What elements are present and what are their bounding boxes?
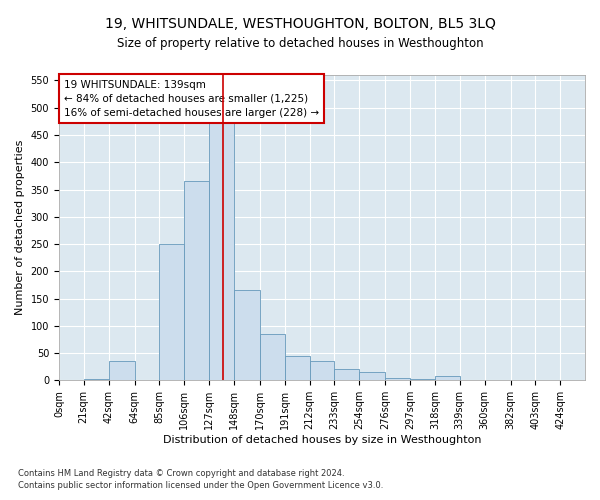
Bar [109, 362, 134, 380]
Bar [310, 362, 334, 380]
Bar [385, 378, 410, 380]
Text: 19, WHITSUNDALE, WESTHOUGHTON, BOLTON, BL5 3LQ: 19, WHITSUNDALE, WESTHOUGHTON, BOLTON, B… [104, 18, 496, 32]
Text: Contains public sector information licensed under the Open Government Licence v3: Contains public sector information licen… [18, 481, 383, 490]
Text: 19 WHITSUNDALE: 139sqm
← 84% of detached houses are smaller (1,225)
16% of semi-: 19 WHITSUNDALE: 139sqm ← 84% of detached… [64, 80, 319, 118]
X-axis label: Distribution of detached houses by size in Westhoughton: Distribution of detached houses by size … [163, 435, 481, 445]
Bar [160, 244, 184, 380]
Bar [260, 334, 285, 380]
Bar [334, 370, 359, 380]
Bar [184, 182, 209, 380]
Bar [234, 290, 260, 380]
Bar [435, 376, 460, 380]
Bar [209, 108, 234, 380]
Text: Size of property relative to detached houses in Westhoughton: Size of property relative to detached ho… [116, 38, 484, 51]
Bar [285, 356, 310, 380]
Y-axis label: Number of detached properties: Number of detached properties [15, 140, 25, 316]
Bar [359, 372, 385, 380]
Text: Contains HM Land Registry data © Crown copyright and database right 2024.: Contains HM Land Registry data © Crown c… [18, 468, 344, 477]
